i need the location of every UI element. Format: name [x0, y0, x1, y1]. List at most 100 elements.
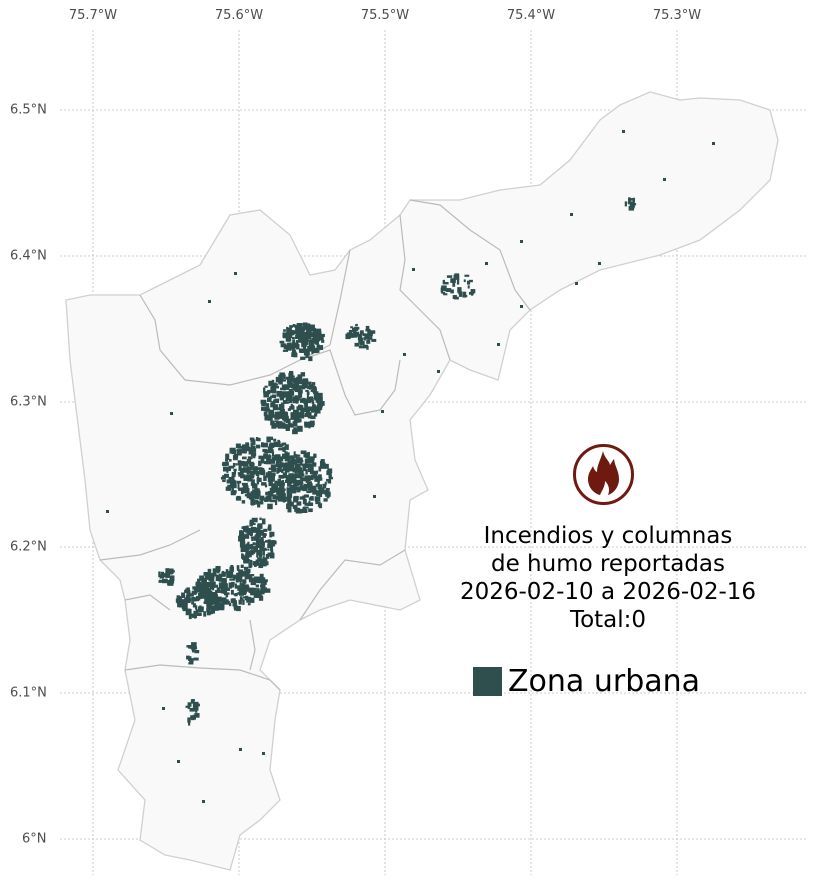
- urban-patch: [165, 569, 169, 575]
- urban-patch: [262, 549, 265, 556]
- urban-patch: [520, 305, 523, 308]
- urban-patch: [239, 468, 246, 471]
- map-title: Incendios y columnas de humo reportadas …: [460, 522, 756, 634]
- urban-patch: [266, 436, 271, 443]
- urban-patch: [254, 561, 258, 566]
- urban-patch: [326, 478, 332, 482]
- urban-patch: [308, 356, 313, 362]
- urban-patch: [319, 336, 324, 341]
- urban-patch: [233, 468, 237, 472]
- urban-patch: [320, 459, 325, 463]
- urban-patch: [240, 564, 244, 568]
- urban-patch: [281, 416, 287, 421]
- urban-patch: [307, 467, 311, 473]
- urban-patch: [261, 518, 266, 525]
- urban-patch: [319, 465, 326, 469]
- urban-patch: [228, 602, 232, 607]
- urban-patch: [215, 576, 220, 581]
- urban-patch: [306, 490, 312, 494]
- urban-patch: [327, 480, 332, 484]
- urban-patch: [242, 461, 249, 467]
- urban-patch: [310, 342, 313, 345]
- urban-patch: [191, 647, 195, 653]
- urban-patch: [292, 461, 297, 465]
- urban-patch: [261, 548, 268, 551]
- urban-patch: [279, 340, 285, 344]
- urban-patch: [225, 587, 230, 591]
- legend: Zona urbana: [473, 664, 700, 699]
- urban-patch: [269, 531, 275, 537]
- urban-patch: [278, 448, 285, 451]
- urban-patch: [270, 545, 274, 552]
- urban-patch: [300, 372, 306, 377]
- urban-patch: [297, 482, 303, 486]
- urban-patch: [245, 568, 251, 574]
- x-tick-label: 75.5°W: [360, 8, 410, 23]
- municipal-boundaries: [99, 199, 531, 691]
- urban-patch: [311, 338, 318, 341]
- urban-patch: [305, 381, 312, 385]
- urban-patch: [196, 612, 202, 617]
- urban-patch: [286, 342, 291, 348]
- urban-patch: [221, 570, 225, 574]
- urban-patch: [248, 550, 252, 554]
- urban-patch: [285, 462, 289, 467]
- urban-patch: [441, 285, 447, 291]
- urban-patch: [281, 480, 285, 485]
- urban-patch: [221, 579, 226, 583]
- urban-patch: [273, 438, 277, 442]
- urban-patch: [276, 458, 282, 464]
- urban-patch: [267, 471, 272, 477]
- urban-patch: [256, 553, 259, 558]
- urban-patch: [252, 587, 257, 591]
- urban-patch: [225, 599, 229, 602]
- urban-patch: [314, 391, 319, 396]
- urban-patch: [301, 332, 307, 338]
- urban-patch: [200, 593, 205, 599]
- urban-patch: [247, 602, 251, 606]
- urban-patch: [306, 483, 313, 489]
- urban-patch: [255, 437, 259, 441]
- urban-patch: [239, 448, 244, 454]
- urban-patch: [326, 470, 332, 476]
- urban-patch: [276, 386, 280, 389]
- urban-patch: [278, 474, 284, 479]
- urban-patch: [245, 551, 248, 556]
- urban-patch: [301, 463, 307, 467]
- urban-patch: [246, 477, 249, 482]
- urban-patch: [280, 492, 286, 499]
- urban-patch: [290, 488, 297, 494]
- urban-patch: [290, 412, 294, 416]
- urban-patch: [286, 331, 292, 337]
- urban-patch: [306, 397, 312, 404]
- urban-patch: [281, 442, 284, 447]
- urban-patch: [222, 588, 227, 594]
- urban-patch: [445, 288, 452, 292]
- urban-patch: [253, 538, 259, 541]
- urban-patch: [217, 603, 224, 607]
- urban-patch: [628, 198, 634, 201]
- urban-patch: [231, 476, 235, 482]
- urban-patch: [354, 342, 360, 347]
- urban-patch: [274, 480, 278, 483]
- title-total: Total:0: [569, 607, 647, 633]
- urban-patch: [225, 458, 229, 462]
- urban-patch: [255, 584, 259, 588]
- urban-patch: [194, 705, 198, 709]
- urban-patch: [247, 475, 253, 482]
- urban-patch: [262, 752, 265, 755]
- urban-patch: [313, 453, 317, 458]
- urban-patch: [325, 491, 331, 497]
- urban-patch: [283, 412, 289, 417]
- urban-patch: [233, 606, 239, 611]
- urban-patch: [248, 497, 254, 500]
- urban-patch: [282, 400, 286, 404]
- urban-patch: [310, 389, 317, 392]
- urban-patch: [328, 476, 333, 480]
- urban-patch: [312, 485, 317, 491]
- urban-patch: [286, 452, 290, 458]
- urban-patch: [443, 293, 448, 296]
- urban-patch: [318, 484, 323, 487]
- urban-patch: [318, 345, 324, 350]
- urban-patch: [252, 439, 256, 446]
